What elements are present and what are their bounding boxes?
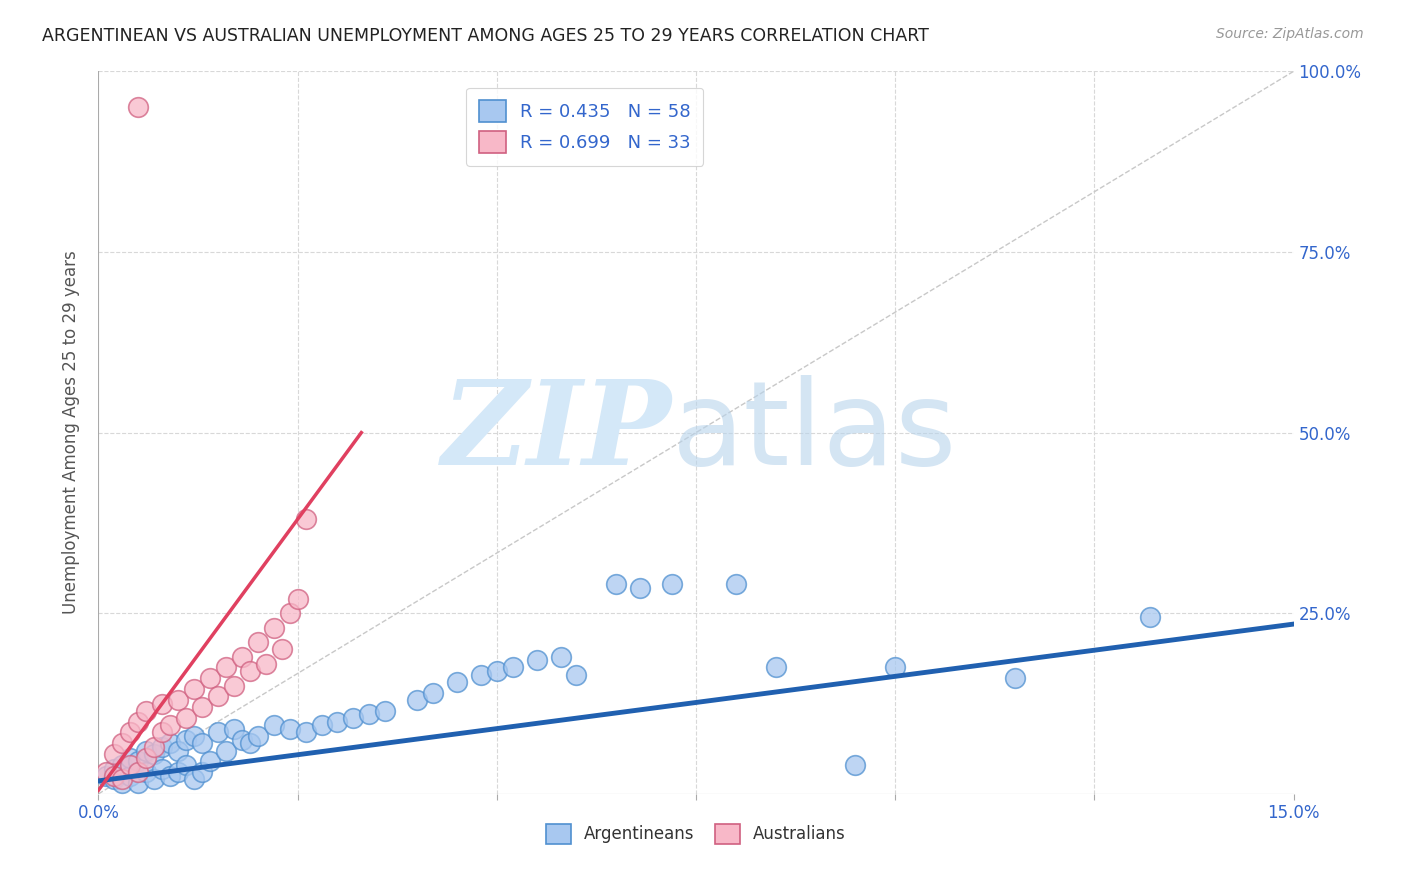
Point: [246, 729, 269, 743]
Point: [215, 660, 238, 674]
Point: [96, 769, 118, 783]
Point: [143, 772, 166, 787]
Point: [207, 725, 229, 739]
Point: [183, 682, 205, 697]
Point: [135, 704, 157, 718]
Point: [724, 577, 747, 591]
Text: ZIP: ZIP: [441, 376, 672, 490]
Point: [159, 769, 181, 783]
Point: [359, 707, 381, 722]
Point: [111, 758, 134, 772]
Point: [191, 736, 214, 750]
Point: [103, 747, 125, 761]
Point: [96, 765, 118, 780]
Point: [120, 758, 142, 772]
Point: [239, 664, 262, 678]
Point: [167, 743, 190, 757]
Point: [103, 769, 125, 783]
Point: [120, 725, 142, 739]
Point: [470, 667, 492, 681]
Point: [270, 642, 292, 657]
Point: [326, 714, 349, 729]
Point: [1139, 610, 1161, 624]
Point: [231, 649, 253, 664]
Point: [294, 512, 316, 526]
Point: [143, 739, 166, 754]
Point: [605, 577, 627, 591]
Point: [183, 729, 205, 743]
Point: [159, 718, 181, 732]
Point: [406, 693, 429, 707]
Point: [174, 711, 197, 725]
Point: [150, 739, 173, 754]
Point: [294, 725, 316, 739]
Point: [143, 747, 166, 761]
Point: [135, 743, 157, 757]
Point: [342, 711, 364, 725]
Point: [374, 704, 396, 718]
Point: [111, 736, 134, 750]
Point: [174, 732, 197, 747]
Point: [526, 653, 548, 667]
Text: atlas: atlas: [672, 376, 957, 490]
Point: [167, 765, 190, 780]
Point: [150, 725, 173, 739]
Point: [127, 755, 149, 769]
Y-axis label: Unemployment Among Ages 25 to 29 years: Unemployment Among Ages 25 to 29 years: [62, 251, 80, 615]
Point: [198, 671, 221, 685]
Text: ARGENTINEAN VS AUSTRALIAN UNEMPLOYMENT AMONG AGES 25 TO 29 YEARS CORRELATION CHA: ARGENTINEAN VS AUSTRALIAN UNEMPLOYMENT A…: [42, 27, 929, 45]
Point: [765, 660, 787, 674]
Point: [628, 581, 651, 595]
Point: [844, 758, 866, 772]
Point: [422, 686, 444, 700]
Point: [159, 736, 181, 750]
Point: [103, 762, 125, 776]
Point: [239, 736, 262, 750]
Point: [550, 649, 572, 664]
Point: [884, 660, 907, 674]
Point: [103, 772, 125, 787]
Point: [661, 577, 683, 591]
Point: [485, 664, 508, 678]
Point: [254, 657, 277, 671]
Point: [287, 591, 309, 606]
Point: [502, 660, 524, 674]
Point: [278, 607, 301, 621]
Point: [222, 722, 245, 736]
Point: [150, 697, 173, 711]
Point: [135, 751, 157, 765]
Point: [222, 678, 245, 692]
Point: [183, 772, 205, 787]
Point: [263, 718, 285, 732]
Point: [135, 765, 157, 780]
Point: [127, 776, 149, 790]
Point: [111, 772, 134, 787]
Point: [174, 758, 197, 772]
Point: [120, 751, 142, 765]
Point: [127, 101, 149, 115]
Point: [207, 690, 229, 704]
Point: [150, 762, 173, 776]
Point: [120, 769, 142, 783]
Point: [127, 765, 149, 780]
Point: [446, 674, 468, 689]
Point: [215, 743, 238, 757]
Point: [167, 693, 190, 707]
Point: [263, 621, 285, 635]
Point: [198, 755, 221, 769]
Point: [127, 714, 149, 729]
Point: [246, 635, 269, 649]
Point: [191, 765, 214, 780]
Point: [565, 667, 588, 681]
Text: Source: ZipAtlas.com: Source: ZipAtlas.com: [1216, 27, 1364, 41]
Point: [1004, 671, 1026, 685]
Point: [311, 718, 333, 732]
Point: [111, 776, 134, 790]
Point: [278, 722, 301, 736]
Point: [231, 732, 253, 747]
Point: [191, 700, 214, 714]
Legend: Argentineans, Australians: Argentineans, Australians: [540, 817, 852, 851]
